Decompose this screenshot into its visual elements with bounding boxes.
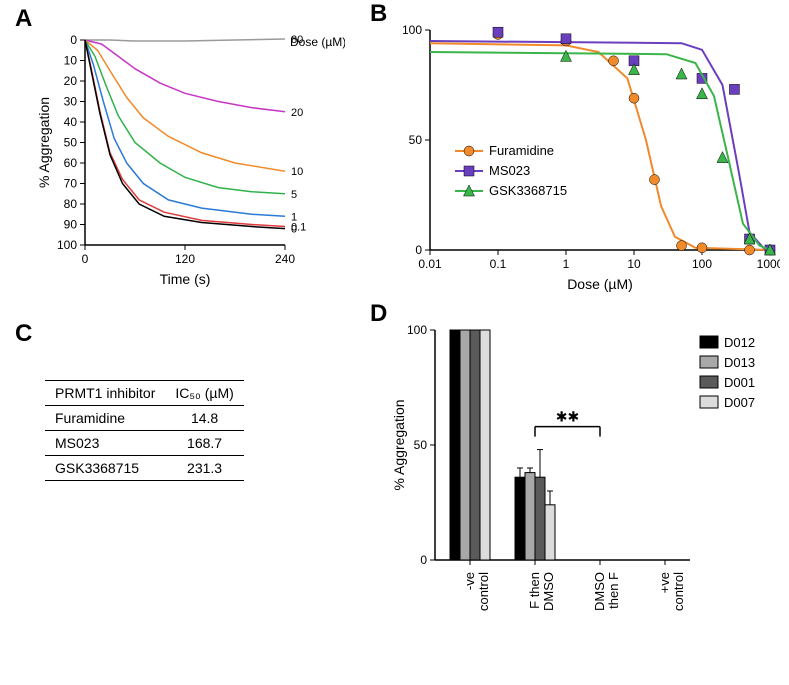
svg-text:60: 60: [64, 156, 78, 170]
panel-label-d: D: [370, 300, 387, 328]
svg-text:50: 50: [64, 136, 78, 150]
table-cell-ic50: 231.3: [165, 456, 243, 481]
table-header-ic50: IC₅₀ (µM): [165, 381, 243, 406]
svg-text:50: 50: [414, 438, 428, 452]
svg-text:80: 80: [291, 34, 303, 46]
svg-text:D013: D013: [724, 355, 755, 370]
svg-text:-vecontrol: -vecontrol: [462, 572, 491, 611]
svg-text:F thenDMSO: F thenDMSO: [527, 572, 556, 611]
svg-text:+vecontrol: +vecontrol: [657, 572, 686, 611]
panel-label-b: B: [370, 0, 387, 28]
table-cell-ic50: 14.8: [165, 406, 243, 431]
svg-text:Furamidine: Furamidine: [489, 143, 554, 158]
svg-text:10: 10: [291, 166, 303, 178]
table-row: MS023168.7: [45, 431, 244, 456]
svg-text:0.01: 0.01: [418, 257, 442, 271]
table-cell-inhibitor: MS023: [45, 431, 165, 456]
svg-text:20: 20: [291, 107, 303, 119]
panel-label-c: C: [15, 320, 32, 348]
svg-text:% Aggregation: % Aggregation: [391, 399, 407, 490]
svg-text:GSK3368715: GSK3368715: [489, 183, 567, 198]
svg-text:90: 90: [64, 218, 78, 232]
panel-label-a: A: [15, 5, 32, 33]
svg-text:Dose (µM): Dose (µM): [567, 276, 633, 292]
table-header-inhibitor: PRMT1 inhibitor: [45, 381, 165, 406]
svg-text:1000: 1000: [757, 257, 780, 271]
svg-text:DMSOthen F: DMSOthen F: [592, 572, 621, 611]
svg-text:1: 1: [563, 257, 570, 271]
svg-text:10: 10: [64, 54, 78, 68]
svg-text:100: 100: [692, 257, 712, 271]
table-cell-inhibitor: Furamidine: [45, 406, 165, 431]
svg-text:50: 50: [409, 133, 423, 147]
svg-text:40: 40: [64, 115, 78, 129]
table-row: Furamidine14.8: [45, 406, 244, 431]
svg-text:240: 240: [275, 252, 295, 266]
svg-text:D012: D012: [724, 335, 755, 350]
svg-text:80: 80: [64, 197, 78, 211]
panel-d-chart: 0 50 100 % Aggregation -vecontrol F thenDMSO D…: [390, 320, 780, 680]
svg-text:D007: D007: [724, 395, 755, 410]
svg-text:0: 0: [70, 33, 77, 47]
svg-text:D001: D001: [724, 375, 755, 390]
svg-text:70: 70: [64, 177, 78, 191]
svg-text:30: 30: [64, 95, 78, 109]
panel-b-chart: 0 50 100 0.01 0.1 1 10 100 1000 Dose (µM) Furamidi…: [390, 15, 780, 295]
svg-text:0: 0: [415, 243, 422, 257]
svg-text:0: 0: [82, 252, 89, 266]
svg-text:0: 0: [291, 224, 297, 236]
svg-text:0: 0: [420, 553, 427, 567]
svg-text:0.1: 0.1: [490, 257, 507, 271]
svg-text:5: 5: [291, 189, 297, 201]
svg-text:✱✱: ✱✱: [556, 409, 579, 425]
svg-text:100: 100: [402, 23, 422, 37]
svg-text:100: 100: [57, 238, 77, 252]
svg-text:Time (s): Time (s): [160, 271, 211, 287]
svg-text:120: 120: [175, 252, 195, 266]
svg-text:MS023: MS023: [489, 163, 530, 178]
table-cell-inhibitor: GSK3368715: [45, 456, 165, 481]
svg-text:20: 20: [64, 74, 78, 88]
panel-a-chart: 01020304050607080901000120240Time (s)% A…: [35, 30, 345, 290]
table-ic50: PRMT1 inhibitor IC₅₀ (µM) Furamidine14.8…: [45, 380, 244, 481]
table-cell-ic50: 168.7: [165, 431, 243, 456]
table-row: GSK3368715231.3: [45, 456, 244, 481]
svg-text:100: 100: [407, 323, 427, 337]
svg-text:10: 10: [627, 257, 641, 271]
svg-text:% Aggregation: % Aggregation: [36, 97, 52, 188]
